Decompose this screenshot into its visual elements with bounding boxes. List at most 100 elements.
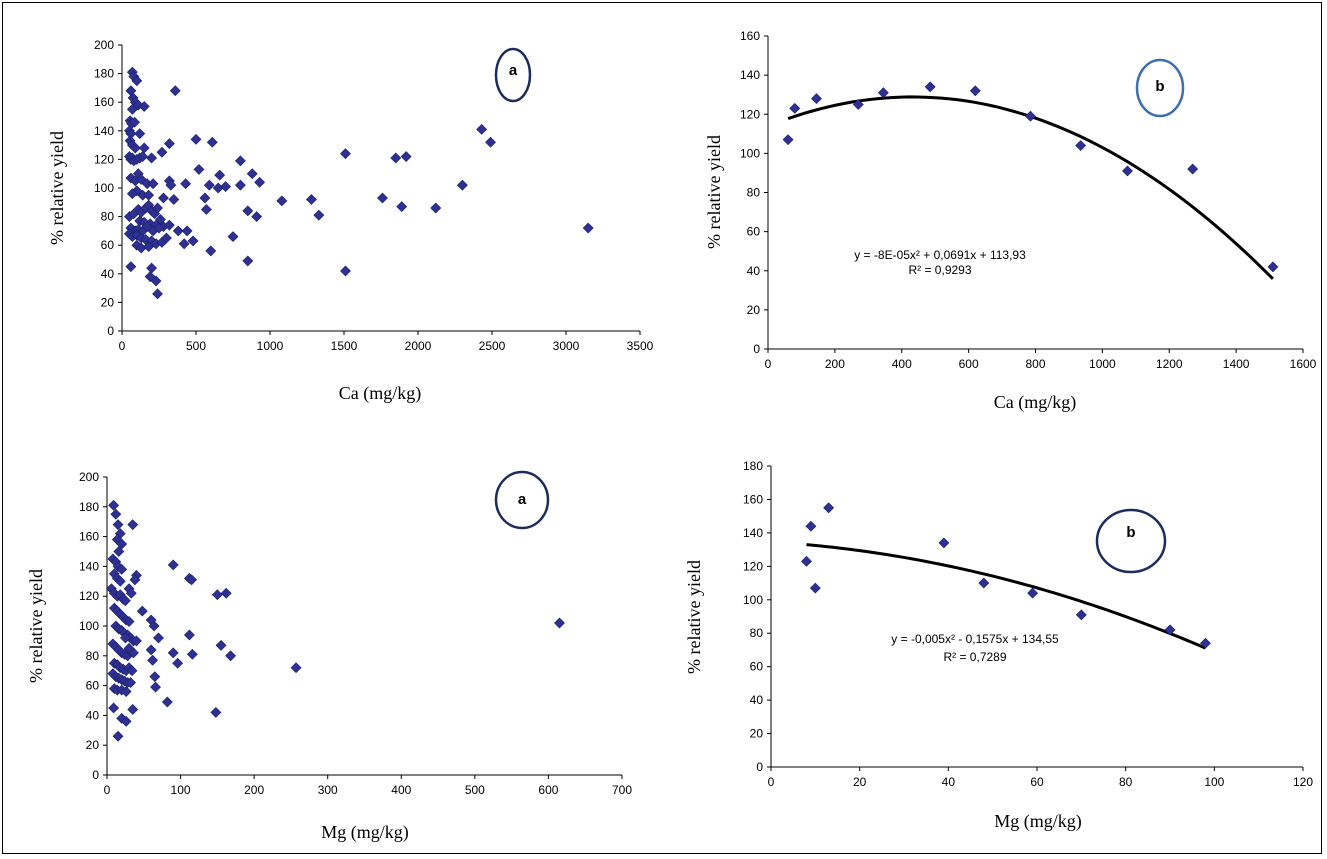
data-point (242, 205, 254, 217)
y-tick-label: 140 (743, 526, 763, 540)
y-tick-label: 80 (86, 649, 100, 663)
y-axis-title: % relative yield (684, 560, 704, 674)
data-point (220, 587, 232, 599)
data-point (145, 644, 157, 656)
data-point (200, 204, 212, 215)
data-point (782, 134, 794, 146)
data-point (126, 188, 138, 200)
y-tick-label: 80 (750, 626, 764, 640)
data-point (193, 163, 205, 175)
r-squared: R² = 0,9293 (908, 263, 971, 277)
panel-badge-label: b (1126, 524, 1135, 541)
data-point (125, 587, 137, 599)
data-point (251, 211, 263, 223)
trend-equation: y = -0,005x² - 0,1575x + 134,55 (891, 632, 1059, 646)
x-tick-label: 3500 (627, 339, 654, 353)
data-point (147, 654, 159, 666)
data-point (811, 93, 822, 105)
data-point (582, 222, 594, 234)
x-tick-label: 100 (1204, 775, 1224, 789)
data-point (1075, 140, 1087, 151)
data-point (119, 595, 131, 607)
panel-badge-circle (1135, 58, 1185, 118)
data-point (186, 574, 198, 586)
data-point (456, 179, 468, 191)
data-point (938, 537, 950, 549)
r-squared: R² = 0,7289 (943, 650, 1006, 664)
x-tick-label: 400 (892, 357, 912, 371)
data-point (113, 546, 125, 557)
x-axis-title: Mg (mg/kg) (994, 811, 1082, 832)
data-point (108, 499, 120, 511)
data-point (156, 146, 168, 158)
data-point (1027, 587, 1038, 599)
data-point (158, 192, 169, 204)
data-point (789, 102, 801, 114)
data-point (206, 136, 218, 148)
data-point (165, 179, 177, 191)
data-point (234, 155, 246, 167)
data-point (152, 202, 163, 214)
data-point (203, 179, 215, 191)
x-tick-label: 600 (959, 357, 979, 371)
data-point (149, 671, 161, 683)
y-tick-label: 20 (750, 727, 764, 741)
x-tick-label: 800 (1025, 357, 1045, 371)
data-point (129, 116, 141, 128)
y-tick-label: 180 (743, 459, 763, 473)
data-point (340, 148, 351, 160)
y-tick-label: 20 (101, 295, 115, 309)
data-point (809, 582, 821, 594)
data-point (852, 99, 864, 110)
data-point (129, 574, 141, 586)
data-point (246, 168, 258, 180)
data-point (199, 192, 211, 204)
y-tick-label: 60 (86, 679, 100, 693)
y-tick-label: 60 (747, 225, 761, 239)
data-point (160, 232, 172, 244)
x-tick-label: 1500 (331, 339, 358, 353)
x-tick-label: 500 (186, 339, 206, 353)
y-tick-label: 40 (747, 264, 761, 278)
x-axis-title: Ca (mg/kg) (339, 383, 422, 404)
x-tick-label: 700 (612, 783, 632, 797)
data-point (340, 265, 351, 277)
y-tick-label: 140 (94, 124, 114, 138)
x-tick-label: 400 (391, 783, 411, 797)
panel-badge-circle (494, 47, 532, 103)
data-point (120, 715, 132, 727)
data-point (112, 519, 124, 531)
data-point (163, 138, 175, 150)
data-point (163, 219, 175, 231)
y-tick-label: 80 (101, 210, 115, 224)
x-tick-label: 0 (765, 357, 772, 371)
x-tick-label: 1400 (1223, 357, 1250, 371)
data-point (485, 136, 496, 148)
y-tick-label: 120 (94, 152, 114, 166)
y-tick-label: 160 (94, 95, 114, 109)
x-tick-label: 40 (942, 775, 956, 789)
data-point (187, 235, 199, 247)
x-axis-title: Mg (mg/kg) (321, 822, 409, 843)
data-point (138, 142, 150, 154)
x-tick-label: 300 (318, 783, 338, 797)
y-tick-label: 160 (743, 492, 763, 506)
y-tick-label: 180 (79, 500, 99, 514)
data-point (396, 201, 408, 213)
y-tick-label: 140 (740, 68, 760, 82)
x-tick-label: 3000 (553, 339, 580, 353)
y-tick-label: 0 (107, 324, 114, 338)
data-point (150, 681, 161, 693)
data-point (210, 706, 222, 718)
data-point (150, 275, 162, 287)
data-point (129, 142, 141, 154)
data-point (146, 262, 158, 274)
y-tick-label: 40 (86, 708, 100, 722)
x-tick-label: 1000 (257, 339, 284, 353)
data-point (152, 288, 163, 300)
data-point (125, 677, 136, 689)
y-tick-label: 0 (92, 768, 99, 782)
